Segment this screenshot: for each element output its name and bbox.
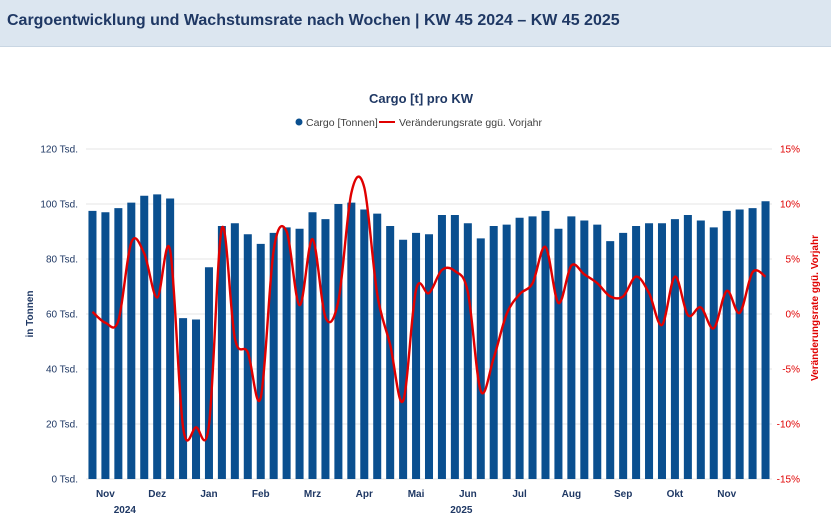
left-tick-label: 0 Tsd. — [52, 475, 79, 486]
bar — [282, 227, 291, 479]
bar — [334, 204, 343, 479]
right-tick-label: 5% — [786, 255, 801, 266]
right-tick-label: -5% — [782, 365, 800, 376]
left-tick-label: 40 Tsd. — [46, 365, 78, 376]
bar — [722, 210, 731, 480]
bar — [606, 241, 615, 480]
bar — [204, 267, 213, 479]
bar — [256, 243, 265, 480]
bar — [437, 215, 446, 479]
bar — [295, 228, 304, 479]
bar — [217, 226, 226, 479]
bar — [709, 227, 718, 479]
bar — [748, 208, 757, 480]
month-tick-label: Dez — [148, 489, 166, 500]
bar — [696, 220, 705, 479]
bar — [308, 212, 317, 479]
bar — [619, 232, 628, 480]
bar — [528, 216, 537, 480]
bar — [515, 217, 524, 479]
month-tick-label: Okt — [667, 489, 684, 500]
month-tick-label: Jun — [459, 489, 477, 500]
left-axis-title: in Tonnen — [25, 290, 36, 337]
bar — [735, 209, 744, 479]
bar — [399, 239, 408, 479]
bar — [347, 202, 356, 480]
bar — [489, 226, 498, 479]
bar — [127, 202, 136, 480]
bar — [101, 212, 110, 479]
left-tick-label: 80 Tsd. — [46, 255, 78, 266]
bar — [179, 318, 188, 480]
year-tick-label: 2025 — [450, 505, 473, 516]
bar — [424, 234, 434, 479]
bar — [657, 223, 666, 479]
bar — [450, 215, 459, 479]
month-tick-label: Nov — [96, 489, 115, 500]
bar — [593, 224, 602, 480]
bar — [463, 223, 472, 479]
bar — [88, 210, 97, 480]
right-tick-label: -10% — [777, 420, 800, 431]
right-tick-label: -15% — [777, 475, 800, 486]
bar — [502, 224, 511, 480]
legend-bar-swatch — [295, 118, 303, 126]
left-axis-ticks: 0 Tsd. 20 Tsd. 40 Tsd. 60 Tsd. 80 Tsd. 100 Ts… — [40, 145, 78, 486]
x-axis-ticks: Nov Dez Jan Feb Mrz Apr Mai Jun Jul Aug Sep Okt Nov 2… — [96, 489, 737, 516]
bar — [114, 208, 123, 480]
left-tick-label: 120 Tsd. — [40, 145, 78, 156]
bar — [140, 195, 149, 479]
bar — [192, 319, 201, 479]
legend: Cargo [Tonnen] Veränderungsrate ggü. Vor… — [295, 117, 543, 129]
bar-series — [88, 194, 770, 480]
month-tick-label: Apr — [356, 489, 373, 500]
right-tick-label: 15% — [780, 145, 800, 156]
month-tick-label: Jan — [200, 489, 217, 500]
month-tick-label: Mai — [408, 489, 425, 500]
bar — [645, 223, 654, 479]
bar — [412, 232, 421, 480]
bar — [166, 198, 175, 479]
bar — [321, 219, 330, 480]
bar — [683, 215, 692, 479]
rate-line — [91, 175, 767, 442]
page-title: Cargoentwicklung und Wachstumsrate nach … — [7, 12, 620, 29]
bar — [567, 216, 576, 480]
bar — [761, 201, 770, 479]
legend-bar-label: Cargo [Tonnen] — [306, 117, 378, 129]
header-bar: Cargoentwicklung und Wachstumsrate nach … — [0, 0, 831, 47]
bar — [541, 210, 550, 480]
left-tick-label: 20 Tsd. — [46, 420, 78, 431]
left-tick-label: 100 Tsd. — [40, 200, 78, 211]
bar — [632, 226, 641, 479]
chart-title: Cargo [t] pro KW — [369, 91, 474, 106]
right-tick-label: 10% — [780, 200, 800, 211]
bar — [386, 226, 395, 479]
line-series — [91, 175, 767, 442]
legend-line-label: Veränderungsrate ggü. Vorjahr — [399, 117, 543, 129]
right-axis-title: Veränderungsrate ggü. Vorjahr — [810, 235, 821, 381]
left-tick-label: 60 Tsd. — [46, 310, 78, 321]
bar — [373, 213, 382, 480]
bar — [476, 238, 485, 480]
right-tick-label: 0% — [786, 310, 801, 321]
year-tick-label: 2024 — [114, 505, 137, 516]
right-axis-ticks: -15% -10% -5% 0% 5% 10% 15% — [777, 145, 800, 486]
month-tick-label: Aug — [562, 489, 581, 500]
bar — [243, 234, 252, 479]
month-tick-label: Nov — [717, 489, 736, 500]
month-tick-label: Jul — [512, 489, 527, 500]
bar — [360, 209, 369, 479]
month-tick-label: Feb — [252, 489, 270, 500]
bar — [670, 219, 679, 480]
bar — [580, 220, 589, 479]
bar — [554, 228, 563, 479]
bar — [230, 223, 239, 479]
bar — [153, 194, 162, 480]
month-tick-label: Mrz — [304, 489, 321, 500]
month-tick-label: Sep — [614, 489, 632, 500]
bar — [269, 232, 278, 480]
